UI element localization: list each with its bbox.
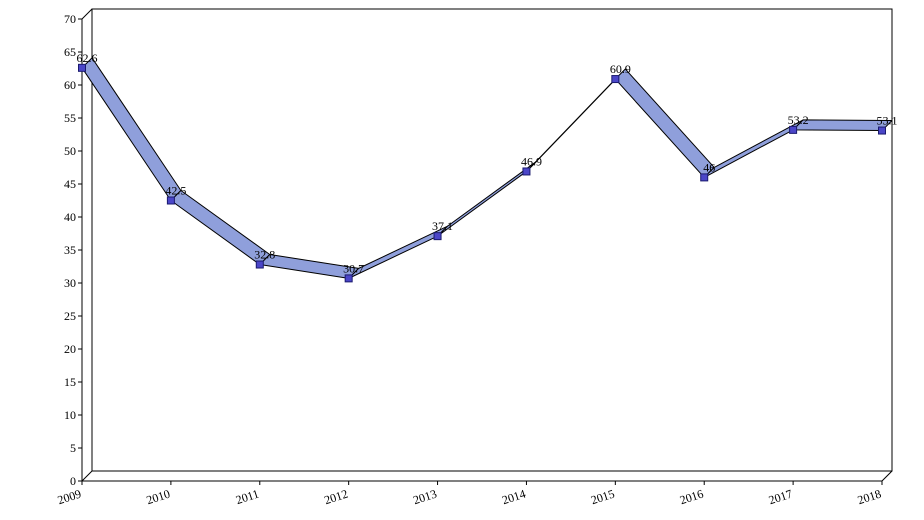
data-point-2011 [255, 260, 264, 269]
y-tick-label: 15 [64, 375, 76, 389]
y-tick-label: 10 [64, 408, 76, 422]
floor-edge-left [81, 470, 93, 482]
x-tick-label: 2014 [500, 487, 527, 508]
y-tick-label: 50 [64, 144, 76, 158]
data-label-2017: 53.2 [788, 113, 809, 127]
y-tick-label: 55 [64, 111, 76, 125]
y-tick-label: 65 [64, 45, 76, 59]
x-tick-label: 2012 [322, 487, 349, 508]
x-tick-label: 2009 [56, 487, 83, 508]
x-tick-label: 2016 [678, 487, 705, 508]
ribbon-segment [614, 68, 715, 178]
x-tick-label: 2018 [856, 487, 883, 508]
x-tick-label: 2015 [589, 487, 616, 508]
data-label-2009: 62.6 [77, 51, 98, 65]
x-tick-label: 2010 [145, 487, 172, 508]
data-point-2014 [522, 167, 531, 176]
data-label-2018: 53.1 [877, 114, 898, 128]
data-label-2011: 32.8 [254, 248, 275, 262]
back-wall [91, 8, 893, 472]
data-point-2017 [789, 125, 798, 134]
x-tick-label: 2011 [234, 487, 261, 508]
series-markers [78, 63, 886, 283]
data-label-2016: 46 [703, 160, 715, 174]
x-axis: 2009 2010 2011 2012 2013 2014 2015 2016 2017 2018 [56, 481, 883, 507]
data-labels: 62.6 42.5 32.8 30.7 37.1 46.9 60.9 46 53.2 53.1 [77, 51, 898, 276]
y-tick-label: 20 [64, 342, 76, 356]
floor-edge-right [881, 470, 893, 482]
y-tick-label: 70 [64, 12, 76, 26]
data-point-2009 [78, 63, 86, 72]
data-label-2013: 37.1 [432, 219, 453, 233]
y-tick-label: 35 [64, 243, 76, 257]
data-label-2012: 30.7 [343, 261, 364, 275]
x-tick-label: 2013 [411, 487, 438, 508]
ribbon-segment [792, 119, 893, 132]
data-point-2015 [611, 75, 620, 84]
data-label-2014: 46.9 [521, 154, 542, 168]
chart-frame [81, 8, 893, 482]
y-tick-label: 0 [70, 474, 76, 488]
data-point-2012 [344, 274, 353, 283]
data-point-2018 [878, 126, 886, 135]
ribbon-segment [81, 57, 182, 201]
data-point-2013 [433, 232, 442, 241]
y-tick-label: 60 [64, 78, 76, 92]
ribbon-segment [703, 119, 804, 178]
y-tick-label: 5 [70, 441, 76, 455]
data-point-2010 [166, 196, 175, 205]
y-axis: 0 5 10 15 20 25 30 35 40 45 50 55 60 65 70 [64, 12, 82, 488]
y-tick-label: 30 [64, 276, 76, 290]
series-ribbon [81, 57, 893, 279]
data-label-2015: 60.9 [610, 62, 631, 76]
side-edge-top [81, 8, 93, 20]
data-label-2010: 42.5 [165, 184, 186, 198]
x-tick-label: 2017 [767, 487, 794, 508]
data-point-2016 [700, 173, 709, 182]
y-tick-label: 25 [64, 309, 76, 323]
y-tick-label: 40 [64, 210, 76, 224]
y-tick-label: 45 [64, 177, 76, 191]
